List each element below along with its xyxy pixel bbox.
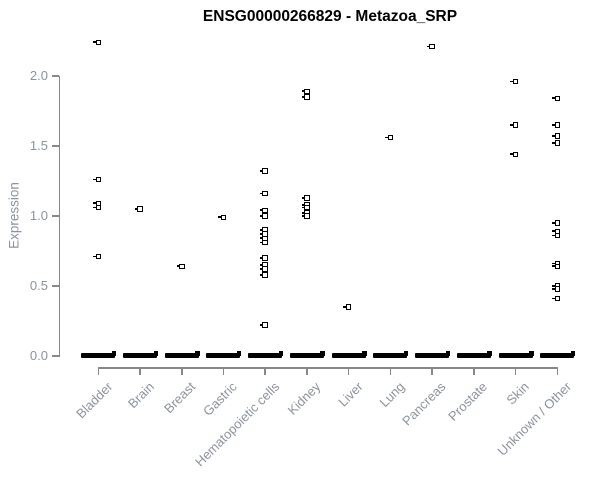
y-tick-label: 0.5 <box>29 278 48 293</box>
x-axis-tick <box>306 368 308 375</box>
x-axis-tick <box>97 368 100 375</box>
data-point <box>301 204 310 211</box>
x-category-label: Kidney <box>284 379 324 418</box>
data-point <box>552 122 561 128</box>
data-point <box>260 322 268 328</box>
x-axis-tick <box>473 368 475 375</box>
data-point <box>385 134 394 141</box>
x-axis-line <box>97 367 559 369</box>
y-tick-label: 2.0 <box>29 68 48 83</box>
zero-expression-cluster <box>164 351 200 358</box>
zero-expression-cluster <box>123 351 159 358</box>
zero-expression-cluster <box>373 351 409 358</box>
x-category-label: Lung <box>375 379 408 411</box>
y-axis-tick <box>52 145 59 147</box>
zero-expression-cluster <box>540 351 576 358</box>
data-point <box>552 140 561 146</box>
data-point <box>510 151 519 158</box>
x-axis-tick <box>389 368 392 375</box>
x-axis-tick <box>431 368 433 375</box>
data-point <box>260 255 268 261</box>
x-category-label: Gastric <box>200 379 241 419</box>
x-axis-tick <box>347 368 350 375</box>
y-axis-tick <box>52 75 59 77</box>
zero-expression-cluster <box>498 351 534 358</box>
data-point <box>510 122 519 128</box>
x-axis-tick <box>222 368 225 375</box>
data-point <box>552 232 561 239</box>
data-point <box>301 213 310 219</box>
data-point <box>218 214 227 221</box>
data-point <box>301 94 310 100</box>
x-category-label: Prostate <box>445 379 491 424</box>
data-point <box>176 263 185 270</box>
data-point <box>260 168 268 174</box>
zero-expression-cluster <box>248 351 284 358</box>
x-category-label: Liver <box>334 379 366 410</box>
x-axis-tick <box>181 368 183 375</box>
x-category-label: Unknown / Other <box>494 379 574 459</box>
data-point <box>260 272 268 278</box>
x-category-label: Brain <box>124 379 157 412</box>
data-point <box>134 206 143 212</box>
x-axis-tick <box>556 368 559 375</box>
data-point <box>260 207 268 214</box>
data-point <box>552 220 561 226</box>
zero-expression-cluster <box>415 351 451 358</box>
data-point <box>260 213 268 219</box>
chart-title: ENSG00000266829 - Metazoa_SRP <box>202 8 458 25</box>
data-point <box>93 39 102 46</box>
x-category-label: Breast <box>161 379 199 417</box>
data-point <box>93 204 102 211</box>
zero-expression-cluster <box>81 351 117 358</box>
data-point <box>301 195 310 201</box>
x-category-label: Skin <box>503 379 533 408</box>
data-point <box>427 43 435 50</box>
data-point <box>552 263 561 270</box>
data-point <box>260 239 268 246</box>
x-axis-tick <box>514 368 517 375</box>
y-axis-tick <box>52 285 59 287</box>
data-point <box>260 266 268 272</box>
zero-expression-cluster <box>331 351 367 358</box>
data-point <box>552 133 561 139</box>
y-tick-label: 0.0 <box>29 348 48 363</box>
data-point <box>93 253 102 260</box>
zero-expression-cluster <box>456 351 492 358</box>
y-axis-line <box>58 75 60 357</box>
x-category-label: Pancreas <box>399 379 449 429</box>
zero-expression-cluster <box>289 351 325 358</box>
y-tick-label: 1.0 <box>29 208 48 223</box>
y-axis-tick <box>52 215 59 217</box>
x-axis-tick <box>139 368 141 375</box>
x-axis-tick <box>264 368 266 375</box>
data-point <box>552 295 561 302</box>
zero-expression-cluster <box>206 351 242 358</box>
x-category-label: Bladder <box>72 379 115 422</box>
data-point <box>93 176 102 183</box>
data-point <box>552 95 561 102</box>
data-point <box>301 88 310 95</box>
y-axis-tick <box>52 355 59 357</box>
data-point <box>260 190 268 197</box>
y-tick-label: 1.5 <box>29 138 48 153</box>
data-point <box>343 304 352 310</box>
data-point <box>552 286 561 292</box>
data-point <box>510 78 519 85</box>
